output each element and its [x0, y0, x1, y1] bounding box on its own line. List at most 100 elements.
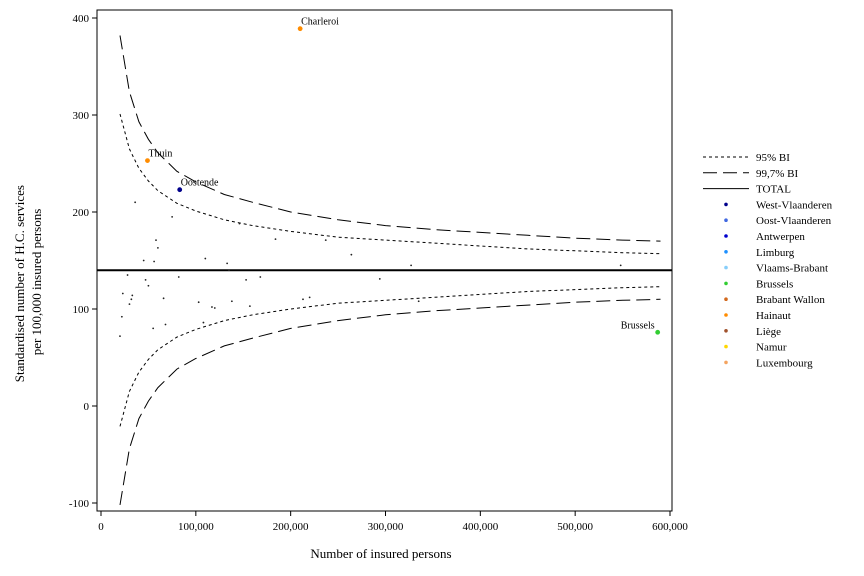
x-tick-label: 500,000 — [557, 521, 593, 533]
y-axis: -100 0 100 200 300 400 — [69, 13, 97, 510]
x-tick-label: 300,000 — [368, 521, 404, 533]
legend-label: Limburg — [756, 247, 795, 259]
data-point — [619, 264, 622, 267]
labeled-point-marker — [145, 158, 150, 163]
ci997-lower-line — [119, 298, 661, 505]
labeled-point-marker — [177, 187, 183, 193]
legend-label: Liège — [756, 326, 781, 338]
legend: 95% BI 99,7% BI TOTAL West-Vlaanderen Oost-V… — [703, 152, 833, 369]
data-point — [213, 307, 216, 309]
x-tick-label: 400,000 — [462, 521, 498, 533]
data-points — [119, 201, 622, 338]
data-point — [274, 238, 277, 241]
data-point — [228, 269, 230, 272]
x-tick-label: 600,000 — [652, 521, 688, 533]
x-axis-label: Number of insured persons — [310, 546, 451, 561]
y-axis-label: Standardised number of H.C. services per… — [12, 182, 44, 382]
x-tick-label: 100,000 — [178, 521, 214, 533]
point-label: Brussels — [621, 320, 655, 331]
data-point — [245, 279, 247, 281]
data-point — [121, 292, 124, 295]
data-point — [302, 298, 304, 301]
plot-frame — [96, 9, 673, 512]
data-point — [147, 284, 150, 287]
data-point — [131, 294, 134, 297]
data-point — [130, 298, 133, 301]
legend-label: Vlaams-Brabant — [756, 263, 828, 275]
data-point — [171, 215, 174, 218]
legend-label: Oost-Vlaanderen — [756, 215, 832, 227]
data-point — [248, 305, 251, 307]
data-point — [324, 239, 327, 242]
legend-point-swatch — [724, 218, 728, 222]
y-tick-label: 100 — [73, 304, 90, 316]
y-tick-label: 300 — [73, 110, 90, 122]
data-point — [155, 239, 157, 242]
data-point — [152, 327, 155, 330]
legend-label: Brabant Wallon — [756, 294, 825, 306]
data-point — [120, 315, 123, 318]
labeled-point-marker — [297, 26, 303, 32]
data-point — [119, 335, 121, 338]
legend-label: 95% BI — [756, 152, 790, 164]
data-point — [157, 246, 159, 249]
legend-point-swatch — [724, 234, 728, 238]
point-label: Oostende — [181, 178, 219, 189]
data-point — [164, 323, 167, 326]
data-point — [204, 257, 207, 260]
point-label: Thuin — [148, 149, 172, 160]
data-point — [226, 262, 229, 265]
data-point — [410, 264, 413, 267]
data-point — [211, 306, 213, 308]
data-point — [350, 253, 353, 256]
legend-point-swatch — [724, 250, 728, 254]
legend-label: West-Vlaanderen — [756, 199, 833, 211]
legend-point-swatch — [724, 313, 728, 317]
y-tick-label: 400 — [73, 13, 90, 25]
legend-point-swatch — [724, 202, 728, 207]
control-limits — [119, 35, 661, 505]
legend-label: Namur — [756, 342, 787, 354]
data-point — [142, 259, 145, 262]
data-point — [162, 297, 165, 300]
legend-point-swatch — [724, 344, 728, 349]
data-point — [153, 260, 156, 263]
y-axis-label-line-2: per 100,000 insured persons — [29, 209, 44, 356]
labeled-points: Charleroi Thuin Oostende Brussels — [145, 17, 661, 335]
x-tick-label: 200,000 — [273, 521, 309, 533]
data-point — [128, 303, 131, 306]
data-point — [308, 296, 311, 299]
data-point — [202, 321, 205, 324]
ci95-lower-line — [119, 286, 661, 427]
x-tick-label: 0 — [98, 521, 104, 533]
y-tick-label: -100 — [69, 498, 90, 510]
legend-point-swatch — [724, 360, 728, 365]
legend-point-swatch — [724, 329, 728, 333]
data-point — [126, 274, 129, 276]
legend-label: TOTAL — [756, 184, 791, 196]
legend-point-swatch — [724, 281, 728, 286]
legend-point-swatch — [724, 297, 728, 302]
y-tick-label: 200 — [73, 207, 90, 219]
y-axis-label-line-1: Standardised number of H.C. services — [12, 185, 27, 382]
data-point — [259, 276, 262, 278]
legend-label: Luxembourg — [756, 357, 813, 369]
data-point — [378, 278, 381, 280]
legend-point-swatch — [724, 265, 728, 270]
legend-label: Brussels — [756, 278, 793, 290]
data-point — [238, 222, 241, 225]
x-axis: 0 100,000 200,000 300,000 400,000 500,000 600,… — [98, 511, 688, 533]
data-point — [177, 276, 180, 278]
point-label: Charleroi — [301, 17, 339, 28]
data-point — [417, 300, 420, 303]
labeled-point-marker — [655, 329, 661, 335]
data-point — [230, 300, 233, 303]
legend-label: Hainaut — [756, 310, 791, 322]
y-tick-label: 0 — [84, 401, 90, 413]
ci997-upper-line — [119, 35, 661, 242]
data-point — [144, 279, 147, 281]
data-point — [197, 301, 200, 304]
legend-label: 99,7% BI — [756, 168, 799, 180]
legend-label: Antwerpen — [756, 231, 805, 243]
